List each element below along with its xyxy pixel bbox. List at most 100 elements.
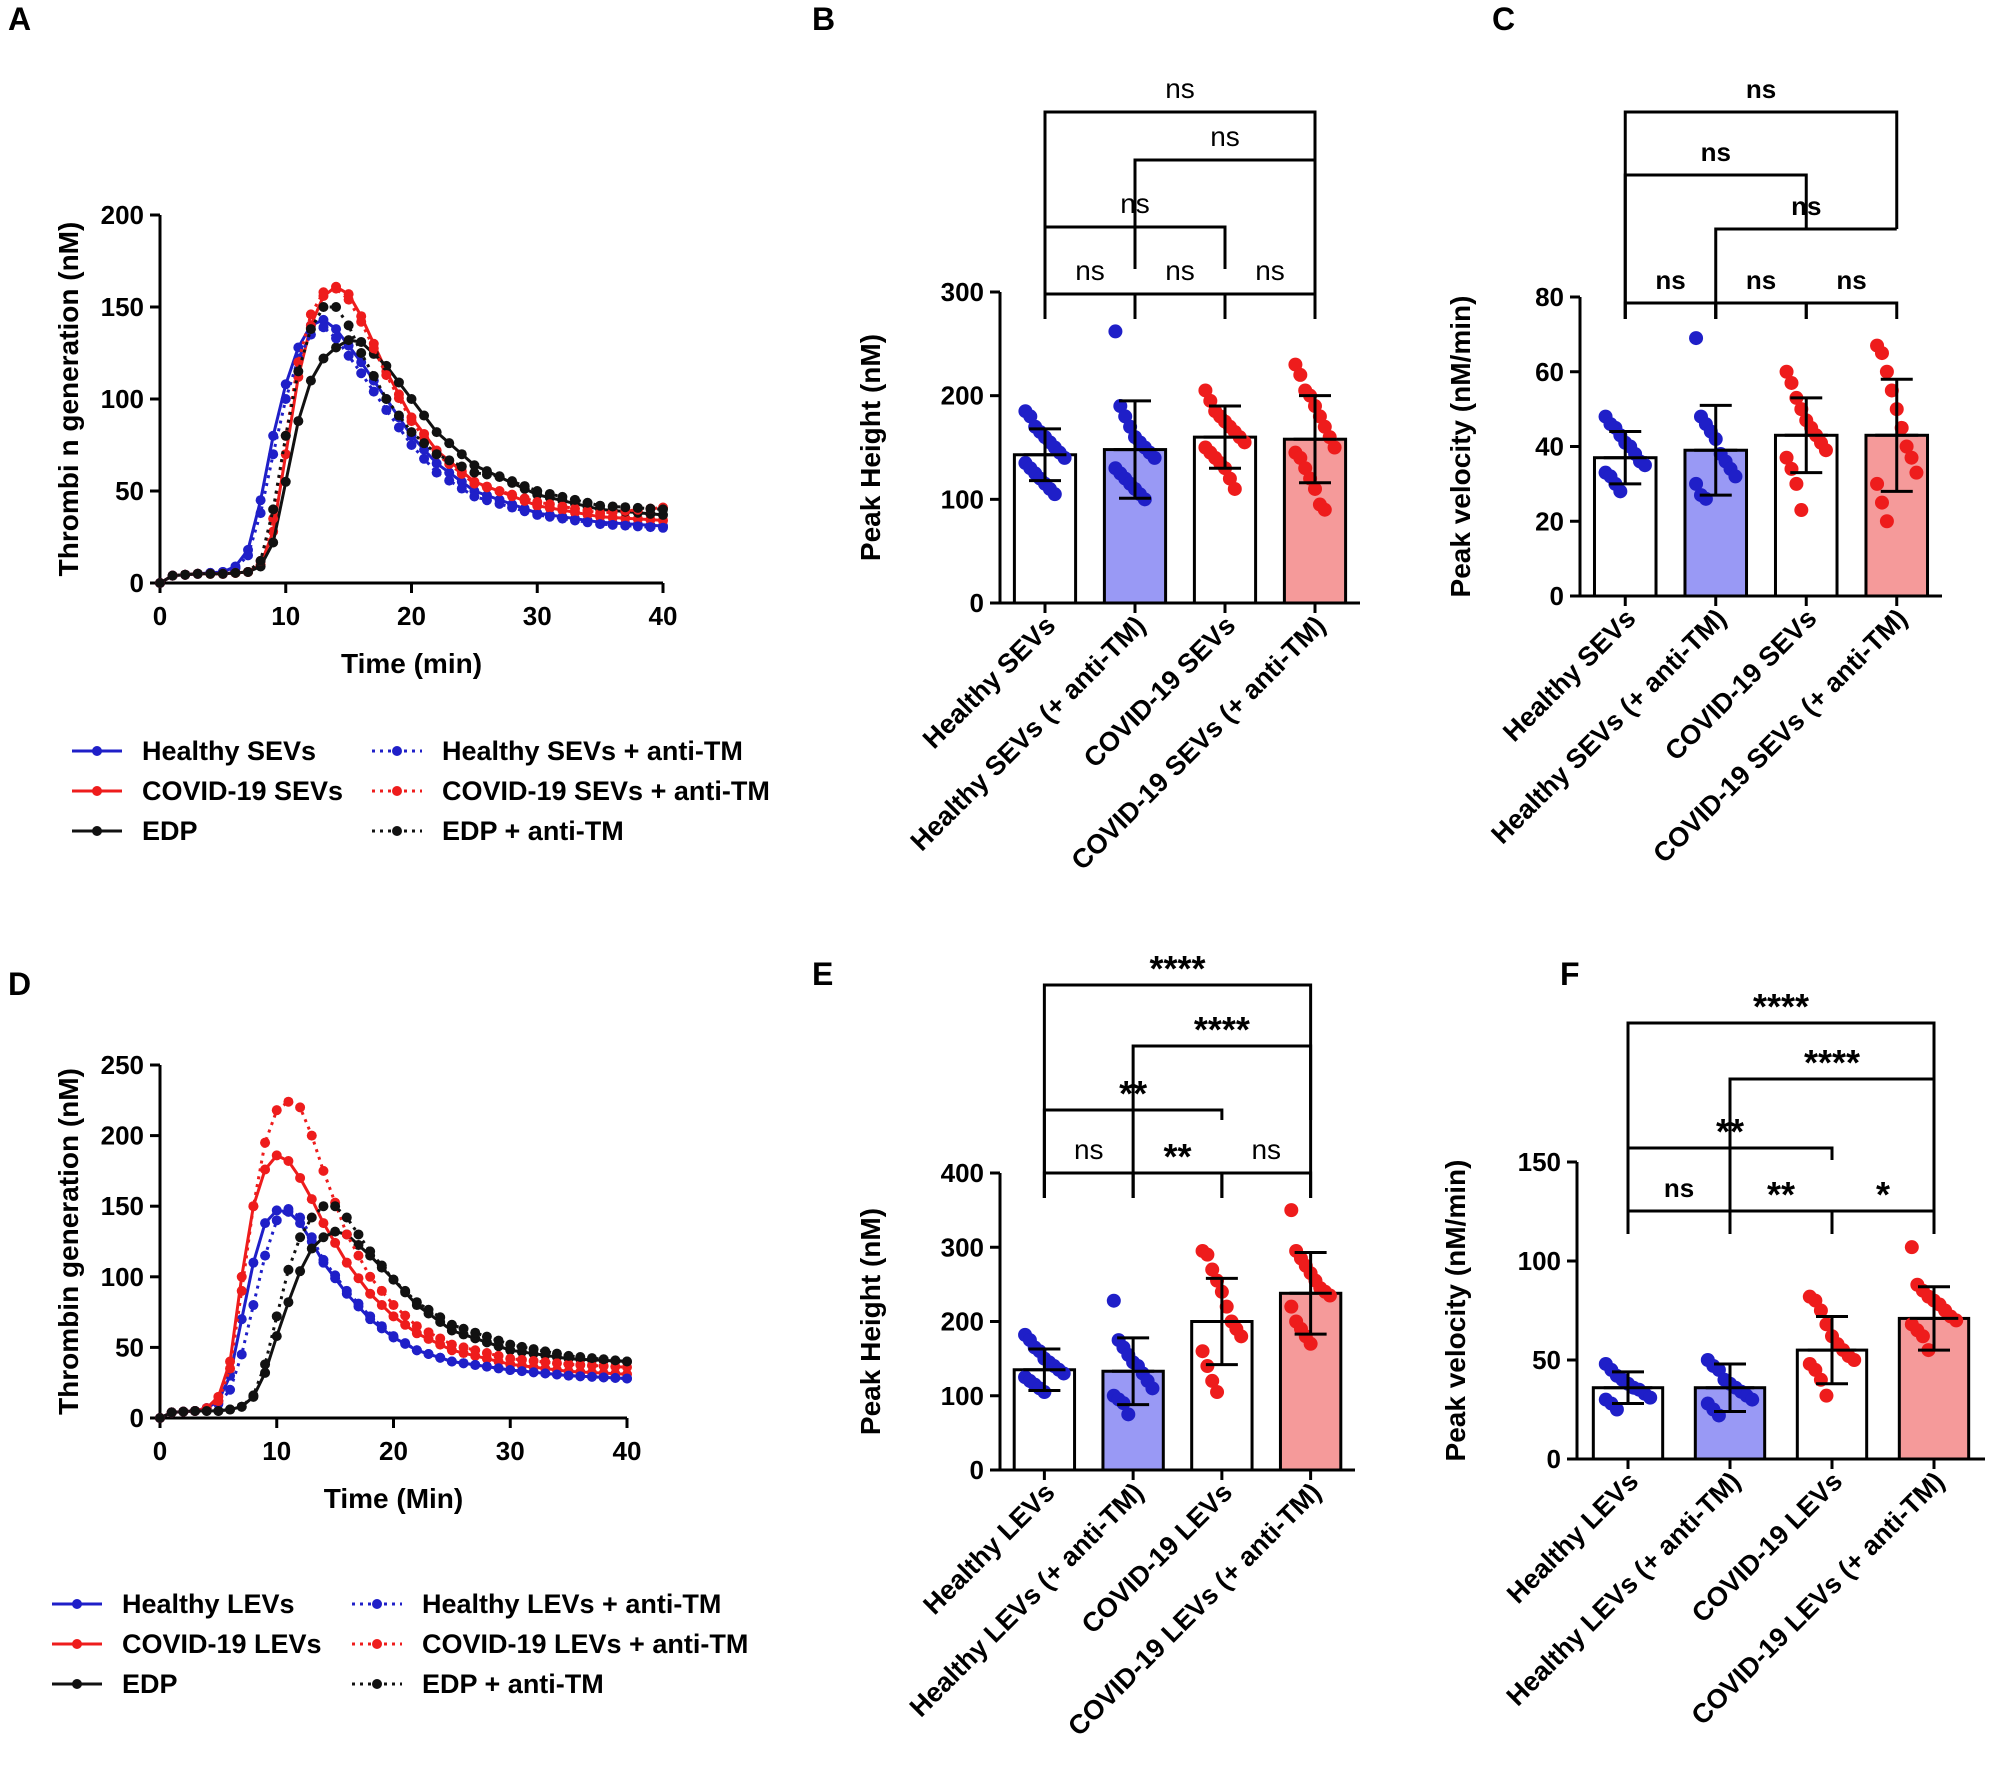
- data-point-edp-anti-tm: [569, 494, 580, 505]
- data-point-edp-anti-tm: [586, 1353, 597, 1364]
- y-tick-label: 300: [941, 277, 984, 307]
- data-point-edp-anti-tm: [423, 1304, 434, 1315]
- data-point-covid-19-sevs-anti-tm: [469, 478, 480, 489]
- data-point-edp: [318, 1232, 329, 1243]
- significance-bracket: [1626, 1209, 1732, 1234]
- data-point-healthy-sevs-anti-tm: [255, 508, 266, 519]
- data-point-edp-anti-tm: [190, 1405, 201, 1416]
- x-tick-label: 30: [496, 1436, 525, 1466]
- y-tick-label: 200: [941, 381, 984, 411]
- data-point-covid-19-levs-anti-tm: [236, 1285, 247, 1296]
- data-point-covid-19-levs-anti-tm: [365, 1271, 376, 1282]
- y-tick-label: 100: [941, 1381, 984, 1411]
- data-point-edp-anti-tm: [376, 1260, 387, 1271]
- data-point-edp-anti-tm: [236, 1401, 247, 1412]
- data-point-healthy-levs: [271, 1205, 282, 1216]
- data-point-edp-anti-tm: [230, 567, 241, 578]
- data-point-edp-anti-tm: [217, 568, 228, 579]
- data-point-edp-anti-tm: [540, 1346, 551, 1357]
- data-point-edp-anti-tm: [166, 1407, 177, 1418]
- data-point-edp-anti-tm: [388, 1274, 399, 1285]
- y-tick-label: 0: [1547, 1444, 1561, 1474]
- data-point-edp-anti-tm: [356, 348, 367, 358]
- data-point-covid-19-levs-anti-tm: [411, 1321, 422, 1332]
- data-point-covid-19-sevs-anti-tm: [1317, 502, 1332, 517]
- data-point-covid-19-levs: [1205, 1262, 1220, 1277]
- data-point-edp: [419, 410, 430, 421]
- data-point-healthy-sevs-anti-tm: [343, 350, 354, 361]
- data-point-covid-19-levs-anti-tm: [306, 1130, 317, 1141]
- data-point-edp-anti-tm: [595, 500, 606, 511]
- data-point-edp-anti-tm: [341, 1212, 352, 1223]
- data-point-healthy-sevs-anti-tm: [595, 519, 606, 530]
- panel-label-e: E: [812, 956, 833, 992]
- data-point-edp-anti-tm: [431, 449, 442, 460]
- data-point-covid-19-levs-anti-tm: [551, 1358, 562, 1369]
- data-point-healthy-levs-anti-tm: [318, 1254, 329, 1265]
- data-point-covid-19-levs-anti-tm: [505, 1353, 516, 1364]
- data-point-edp-anti-tm: [353, 1229, 364, 1240]
- significance-label: ****: [1804, 1042, 1860, 1083]
- data-point-covid-19-levs: [1195, 1344, 1210, 1359]
- data-point-healthy-sevs: [1613, 484, 1628, 499]
- data-point-healthy-sevs-anti-tm: [507, 502, 518, 513]
- significance-bracket: [1223, 292, 1317, 319]
- y-axis-title: Thrombi n generation (nM): [53, 222, 84, 577]
- data-point-covid-19-sevs: [1198, 383, 1213, 398]
- legend-swatch-marker: [72, 1639, 82, 1649]
- data-point-edp: [353, 1240, 364, 1251]
- data-point-covid-19-levs-anti-tm: [423, 1327, 434, 1338]
- data-point-healthy-sevs-anti-tm: [431, 467, 442, 478]
- data-point-healthy-levs-anti-tm: [481, 1361, 492, 1372]
- legend-swatch-marker: [372, 1599, 382, 1609]
- data-point-healthy-levs-anti-tm: [376, 1321, 387, 1332]
- data-point-covid-19-levs-anti-tm: [528, 1355, 539, 1366]
- data-point-edp-anti-tm: [293, 366, 304, 377]
- significance-label: **: [1767, 1174, 1795, 1215]
- data-point-covid-19-levs-anti-tm: [318, 1165, 329, 1176]
- data-point-covid-19-levs: [353, 1273, 364, 1284]
- data-point-edp-anti-tm: [167, 570, 178, 581]
- data-point-healthy-sevs-anti-tm: [331, 333, 342, 344]
- data-point-edp: [305, 375, 316, 386]
- data-point-healthy-levs-anti-tm: [271, 1215, 282, 1226]
- data-point-covid-19-levs-anti-tm: [388, 1300, 399, 1311]
- data-point-healthy-sevs-anti-tm: [469, 491, 480, 502]
- data-point-healthy-sevs: [331, 324, 342, 335]
- data-point-covid-19-levs: [1819, 1317, 1834, 1332]
- data-point-edp: [469, 460, 480, 471]
- significance-label: ns: [1655, 265, 1685, 295]
- significance-label: ****: [1149, 948, 1205, 989]
- data-point-healthy-levs-anti-tm: [295, 1212, 306, 1223]
- data-point-edp-anti-tm: [255, 555, 266, 566]
- data-point-edp-anti-tm: [192, 568, 203, 579]
- data-point-healthy-sevs-anti-tm: [494, 498, 505, 509]
- y-tick-label: 0: [970, 588, 984, 618]
- data-point-covid-19-sevs-anti-tm: [1293, 450, 1308, 465]
- data-point-covid-19-levs: [388, 1311, 399, 1322]
- data-point-edp-anti-tm: [532, 486, 543, 496]
- x-tick-label: 40: [649, 601, 678, 631]
- data-point-edp: [318, 353, 329, 364]
- significance-label: **: [1163, 1136, 1191, 1177]
- data-point-covid-19-levs-anti-tm: [295, 1102, 306, 1113]
- data-point-covid-19-sevs-anti-tm: [481, 482, 492, 493]
- y-tick-label: 150: [101, 1191, 144, 1221]
- data-point-covid-19-levs: [1205, 1373, 1220, 1388]
- data-point-covid-19-sevs-anti-tm: [318, 287, 329, 298]
- data-point-covid-19-levs: [400, 1319, 411, 1330]
- legend-swatch-marker: [392, 786, 402, 796]
- data-point-covid-19-levs: [1819, 1388, 1834, 1403]
- data-point-covid-19-levs: [318, 1218, 329, 1229]
- legend-swatch-marker: [92, 746, 102, 756]
- data-point-covid-19-levs-anti-tm: [458, 1342, 469, 1353]
- data-point-covid-19-sevs-anti-tm: [1874, 495, 1889, 510]
- data-point-edp-anti-tm: [598, 1354, 609, 1365]
- data-point-healthy-sevs-anti-tm: [557, 513, 568, 524]
- panel-label-c: C: [1492, 1, 1515, 37]
- data-point-healthy-sevs-anti-tm: [243, 550, 254, 561]
- data-point-covid-19-sevs-anti-tm: [1870, 476, 1885, 491]
- data-point-edp-anti-tm: [155, 1413, 165, 1423]
- data-point-healthy-levs: [1609, 1402, 1624, 1417]
- data-point-healthy-sevs-anti-tm: [620, 520, 631, 531]
